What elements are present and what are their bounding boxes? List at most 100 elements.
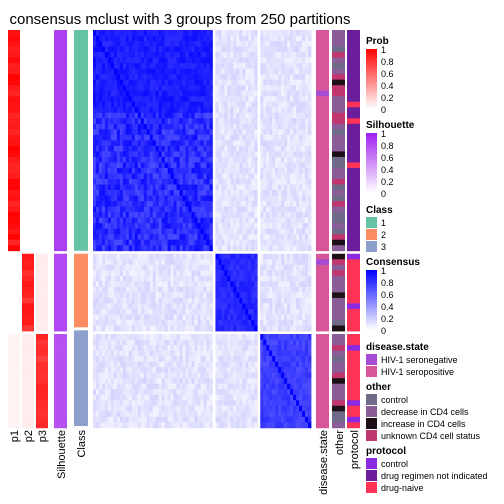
consensus-cell xyxy=(191,57,195,64)
consensus-cell xyxy=(152,259,157,266)
consensus-cell xyxy=(248,123,252,130)
consensus-cell xyxy=(242,35,246,42)
consensus-cell xyxy=(167,74,172,81)
consensus-cell xyxy=(182,275,186,282)
consensus-cell xyxy=(152,292,157,299)
consensus-cell xyxy=(188,411,192,418)
consensus-cell xyxy=(110,372,115,379)
consensus-cell xyxy=(98,112,103,119)
consensus-cell xyxy=(188,46,192,53)
consensus-cell xyxy=(254,162,258,169)
consensus-cell xyxy=(284,253,288,260)
consensus-cell xyxy=(179,35,183,42)
consensus-cell xyxy=(239,314,243,321)
consensus-cell xyxy=(128,297,133,304)
consensus-cell xyxy=(236,46,240,53)
consensus-cell xyxy=(155,350,160,357)
consensus-cell xyxy=(146,350,151,357)
consensus-cell xyxy=(173,68,178,75)
consensus-cell xyxy=(251,400,255,407)
consensus-cell xyxy=(296,179,300,185)
consensus-cell xyxy=(143,270,148,277)
consensus-cell xyxy=(284,195,288,202)
consensus-cell xyxy=(158,52,163,58)
consensus-cell xyxy=(110,275,115,282)
consensus-cell xyxy=(155,129,160,136)
consensus-cell xyxy=(167,253,172,260)
consensus-cell xyxy=(284,123,288,130)
consensus-cell xyxy=(245,378,249,385)
consensus-cell xyxy=(140,245,145,252)
consensus-cell xyxy=(98,167,103,174)
consensus-cell xyxy=(305,400,309,407)
consensus-cell xyxy=(131,217,136,224)
consensus-cell xyxy=(173,383,178,390)
consensus-cell xyxy=(116,129,121,136)
consensus-cell xyxy=(275,179,279,185)
consensus-cell xyxy=(158,151,163,158)
consensus-cell xyxy=(134,378,139,385)
consensus-cell xyxy=(290,345,294,351)
consensus-cell xyxy=(266,118,270,125)
consensus-cell xyxy=(191,85,195,92)
consensus-cell xyxy=(278,123,282,130)
consensus-cell xyxy=(272,134,276,141)
consensus-cell xyxy=(293,253,297,260)
consensus-cell xyxy=(290,107,294,114)
consensus-cell xyxy=(233,162,237,169)
consensus-cell xyxy=(176,167,180,174)
consensus-cell xyxy=(308,123,312,130)
consensus-cell xyxy=(98,201,103,207)
consensus-cell xyxy=(155,281,160,288)
consensus-cell xyxy=(239,201,243,207)
consensus-cell xyxy=(131,253,136,260)
consensus-cell xyxy=(194,85,198,92)
consensus-cell xyxy=(116,201,121,207)
consensus-cell xyxy=(140,286,145,293)
consensus-cell xyxy=(122,63,127,70)
consensus-cell xyxy=(251,356,255,363)
consensus-cell xyxy=(236,303,240,310)
consensus-cell xyxy=(290,259,294,266)
consensus-cell xyxy=(206,223,210,230)
consensus-cell xyxy=(206,228,210,235)
consensus-cell xyxy=(95,264,100,271)
consensus-cell xyxy=(158,190,163,196)
consensus-cell xyxy=(221,270,225,277)
consensus-cell xyxy=(182,411,186,418)
consensus-cell xyxy=(101,167,106,174)
consensus-cell xyxy=(209,394,213,401)
consensus-cell xyxy=(287,253,291,260)
consensus-cell xyxy=(281,334,285,340)
consensus-cell xyxy=(242,217,246,224)
consensus-cell xyxy=(218,350,222,357)
consensus-cell xyxy=(260,223,264,230)
consensus-cell xyxy=(149,303,154,310)
consensus-cell xyxy=(305,383,309,390)
consensus-cell xyxy=(269,303,273,310)
consensus-cell xyxy=(263,179,267,185)
consensus-cell xyxy=(116,292,121,299)
consensus-cell xyxy=(203,325,207,332)
consensus-cell xyxy=(188,319,192,326)
consensus-cell xyxy=(107,195,112,202)
consensus-cell xyxy=(242,378,246,385)
consensus-cell xyxy=(251,63,255,70)
consensus-cell xyxy=(119,292,124,299)
consensus-cell xyxy=(143,228,148,235)
consensus-cell xyxy=(221,325,225,332)
consensus-cell xyxy=(122,383,127,390)
consensus-cell xyxy=(245,52,249,58)
consensus-cell xyxy=(278,96,282,103)
consensus-cell xyxy=(191,212,195,219)
consensus-cell xyxy=(284,96,288,103)
consensus-cell xyxy=(296,118,300,125)
consensus-cell xyxy=(164,145,169,152)
consensus-cell xyxy=(93,372,97,379)
consensus-cell xyxy=(221,234,225,241)
consensus-cell xyxy=(170,85,175,92)
consensus-cell xyxy=(185,30,189,36)
consensus-cell xyxy=(293,41,297,47)
consensus-cell xyxy=(254,79,258,86)
consensus-cell xyxy=(146,79,151,86)
